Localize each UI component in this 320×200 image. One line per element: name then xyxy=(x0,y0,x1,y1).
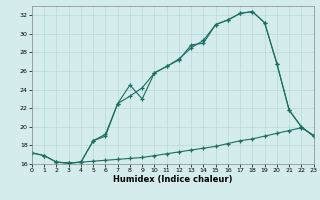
X-axis label: Humidex (Indice chaleur): Humidex (Indice chaleur) xyxy=(113,175,233,184)
